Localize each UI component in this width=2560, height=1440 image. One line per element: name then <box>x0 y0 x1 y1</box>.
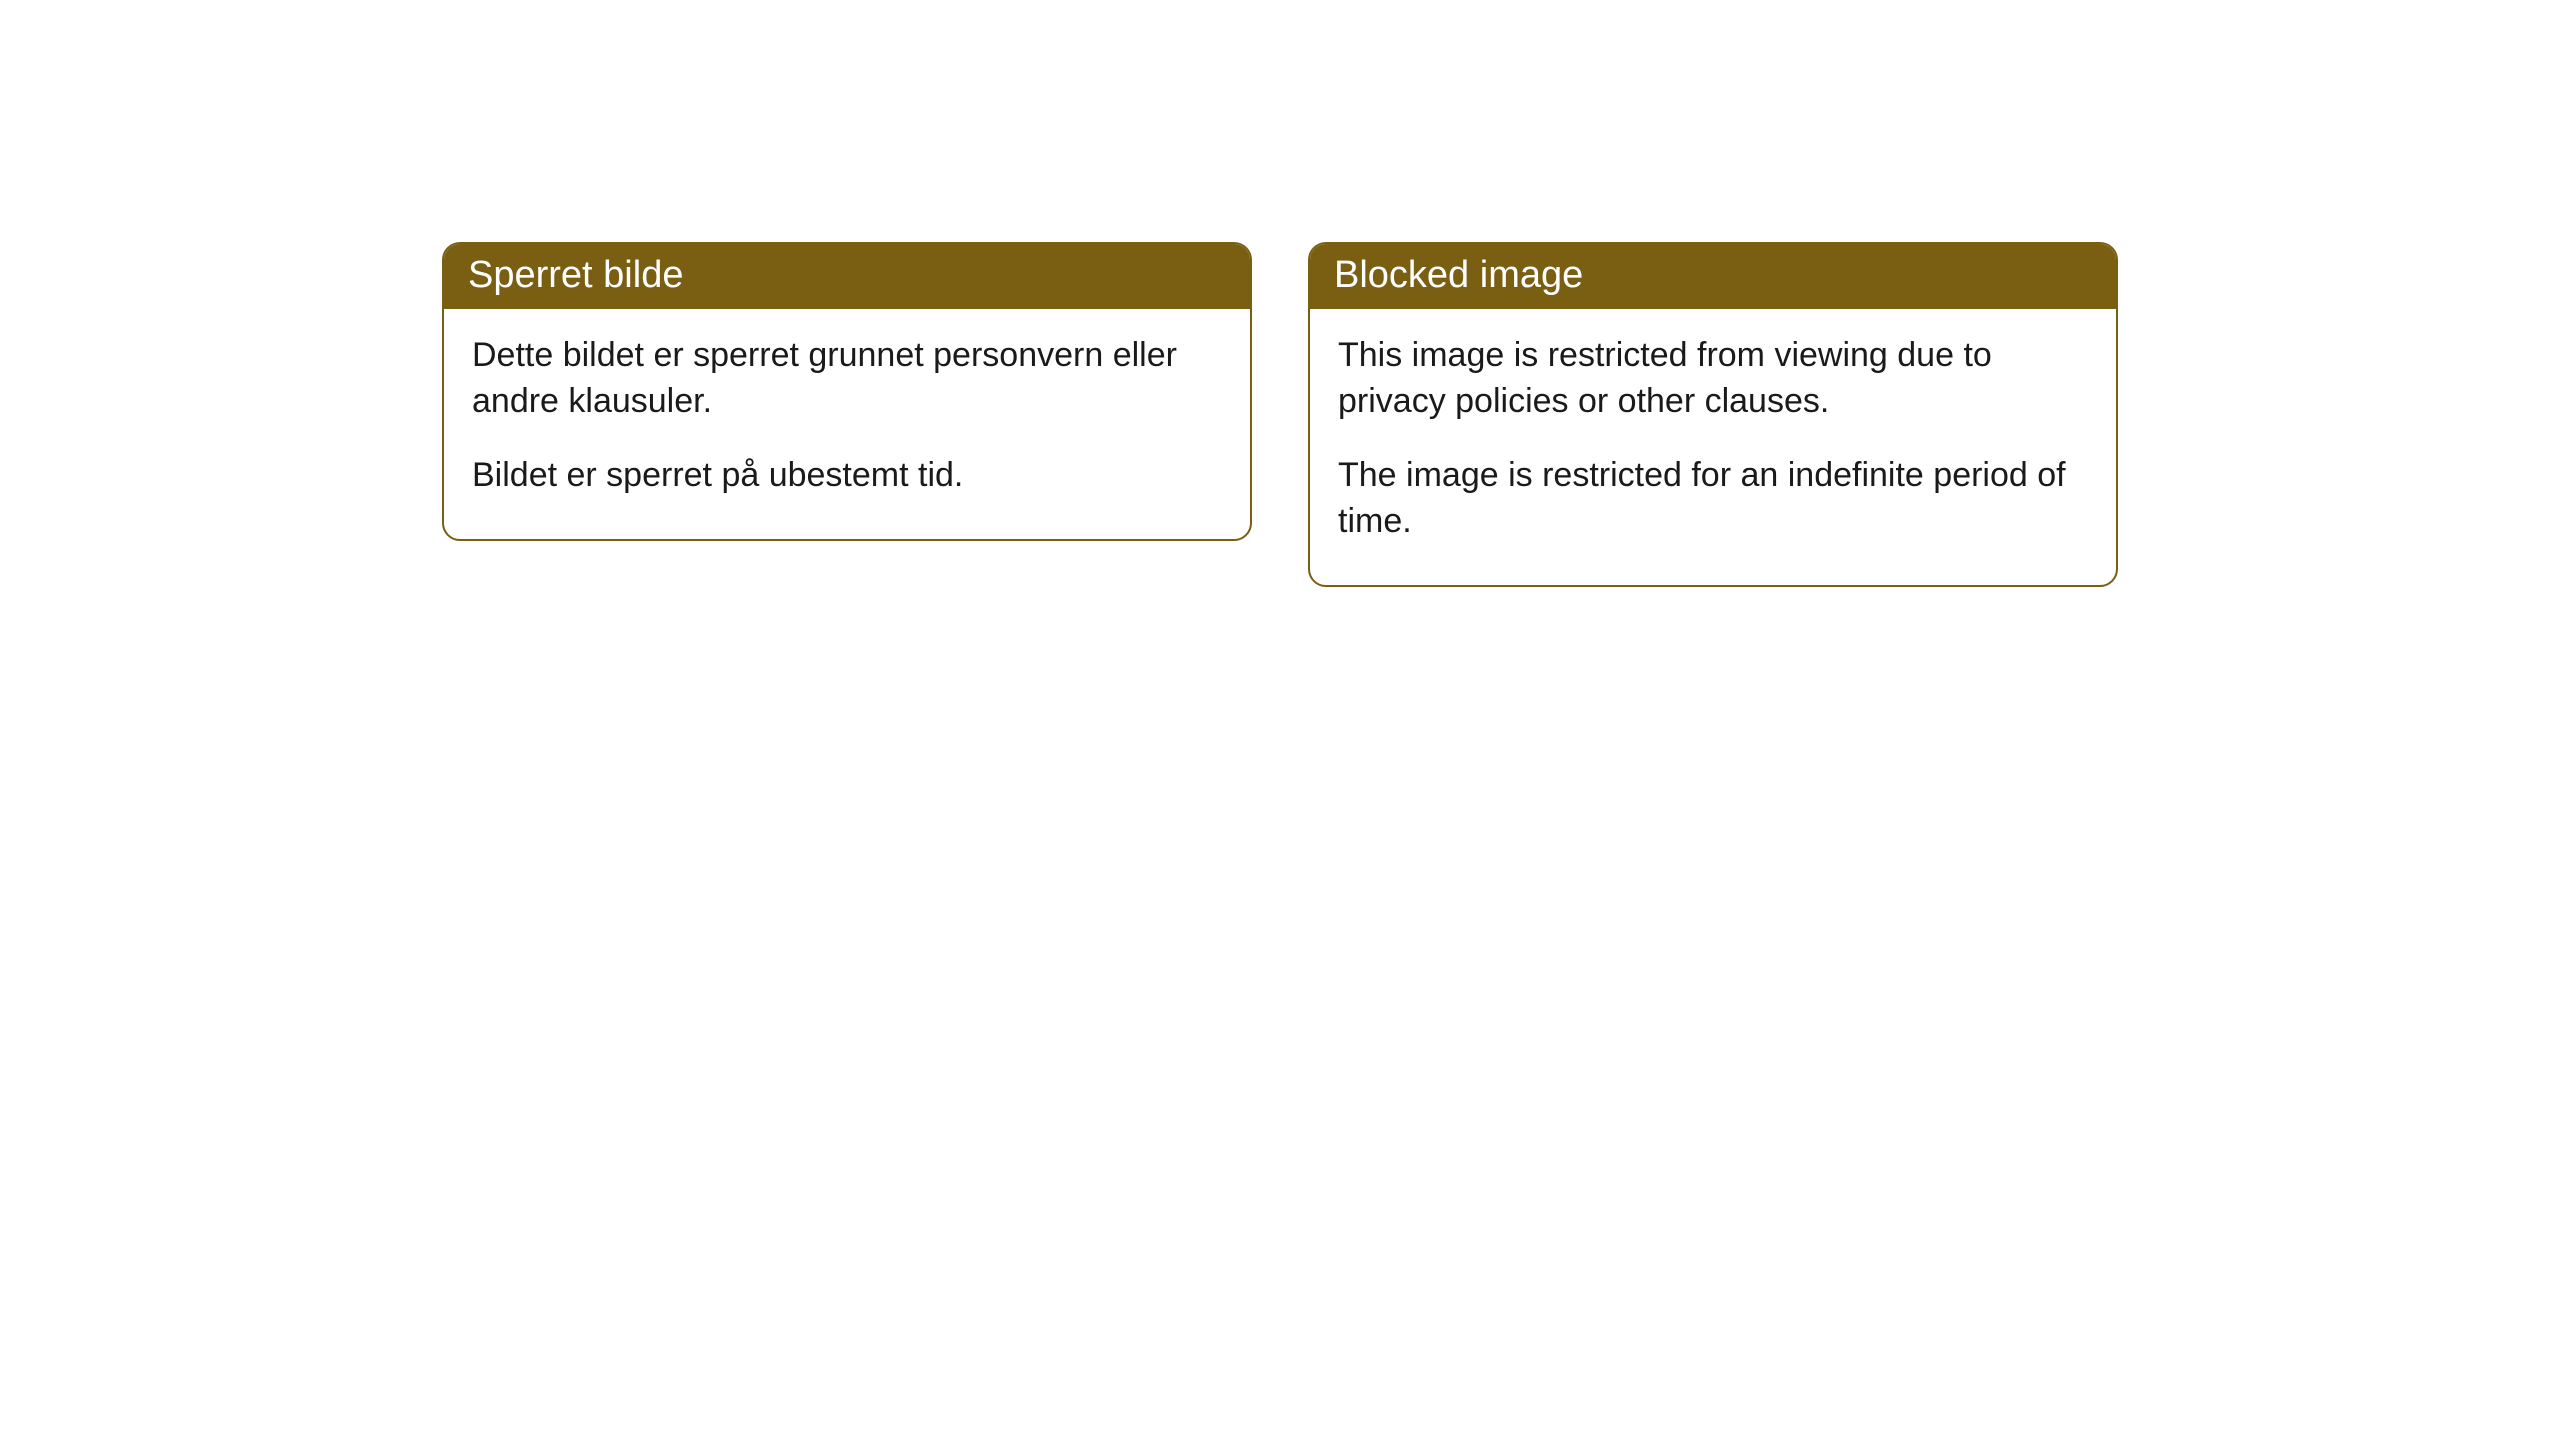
notice-paragraph: Dette bildet er sperret grunnet personve… <box>472 333 1222 425</box>
notice-title: Sperret bilde <box>468 254 683 296</box>
notice-paragraph: The image is restricted for an indefinit… <box>1338 453 2088 545</box>
notice-body: This image is restricted from viewing du… <box>1310 309 2116 585</box>
notice-card-english: Blocked image This image is restricted f… <box>1308 242 2118 587</box>
notice-title: Blocked image <box>1334 254 1583 296</box>
notice-header: Sperret bilde <box>444 244 1250 309</box>
notice-header: Blocked image <box>1310 244 2116 309</box>
notice-paragraph: Bildet er sperret på ubestemt tid. <box>472 453 1222 499</box>
notice-body: Dette bildet er sperret grunnet personve… <box>444 309 1250 539</box>
notice-card-norwegian: Sperret bilde Dette bildet er sperret gr… <box>442 242 1252 541</box>
notice-paragraph: This image is restricted from viewing du… <box>1338 333 2088 425</box>
